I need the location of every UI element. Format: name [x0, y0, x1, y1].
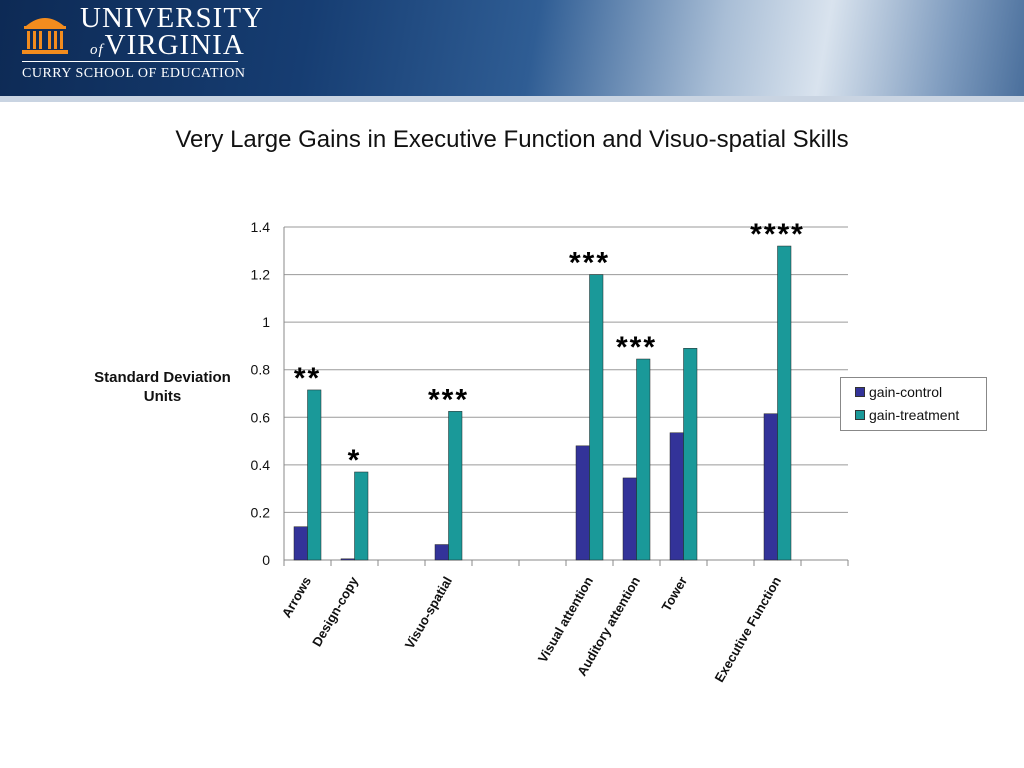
x-tick-label: Executive Function [712, 574, 785, 685]
logo-rule [22, 61, 238, 62]
bar-chart: 00.20.40.60.811.21.4****************Arro… [251, 218, 849, 685]
bar-gain-control [622, 477, 637, 561]
y-tick-label: 1.2 [251, 267, 271, 283]
bar-gain-control [669, 432, 684, 561]
x-tick-label: Arrows [279, 574, 314, 620]
legend-item-control: gain-control [855, 384, 942, 400]
y-tick-label: 1.4 [251, 219, 271, 235]
y-tick-label: 0.8 [251, 362, 271, 378]
legend-swatch-treatment [855, 410, 865, 420]
legend-label-control: gain-control [869, 384, 943, 400]
bar-gain-treatment [683, 348, 698, 561]
header-banner [0, 0, 1024, 96]
bar-gain-control [293, 526, 308, 561]
header-divider [0, 96, 1024, 102]
significance-label: *** [616, 331, 657, 364]
y-axis-title: Standard Deviation Units [94, 369, 231, 405]
bar-gain-treatment [777, 245, 792, 561]
legend-item-treatment: gain-treatment [855, 407, 959, 423]
chart-legend: gain-control gain-treatment [840, 377, 987, 431]
x-tick-label: Visuo-spatial [402, 574, 455, 651]
university-line1: UNIVERSITY [80, 2, 264, 34]
bar-gain-treatment [354, 471, 369, 561]
university-logo-text: UNIVERSITY ofVIRGINIA [80, 4, 264, 60]
y-tick-label: 0 [262, 552, 270, 568]
y-tick-label: 1 [262, 314, 270, 330]
bar-gain-treatment [636, 358, 651, 561]
y-tick-label: 0.6 [251, 409, 271, 425]
bar-gain-control [575, 445, 590, 561]
significance-label: ** [294, 362, 321, 395]
bar-gain-control [340, 558, 355, 561]
significance-label: *** [569, 247, 610, 280]
bar-gain-control [434, 544, 449, 561]
university-of: of [90, 42, 104, 58]
bar-gain-treatment [307, 389, 322, 561]
significance-label: *** [428, 383, 469, 416]
bar-gain-treatment [589, 274, 604, 561]
rotunda-icon [22, 18, 68, 54]
y-tick-label: 0.4 [251, 457, 271, 473]
bar-gain-control [763, 413, 778, 561]
legend-swatch-control [855, 387, 865, 397]
bar-gain-treatment [448, 411, 463, 561]
legend-label-treatment: gain-treatment [869, 407, 960, 423]
x-tick-label: Tower [658, 574, 690, 614]
school-name: CURRY SCHOOL OF EDUCATION [22, 66, 246, 81]
significance-label: * [348, 444, 362, 477]
y-tick-label: 0.2 [251, 504, 271, 520]
slide-title: Very Large Gains in Executive Function a… [175, 126, 849, 153]
significance-label: **** [750, 218, 805, 251]
x-tick-label: Design-copy [309, 573, 361, 649]
university-line2: VIRGINIA [104, 29, 245, 61]
